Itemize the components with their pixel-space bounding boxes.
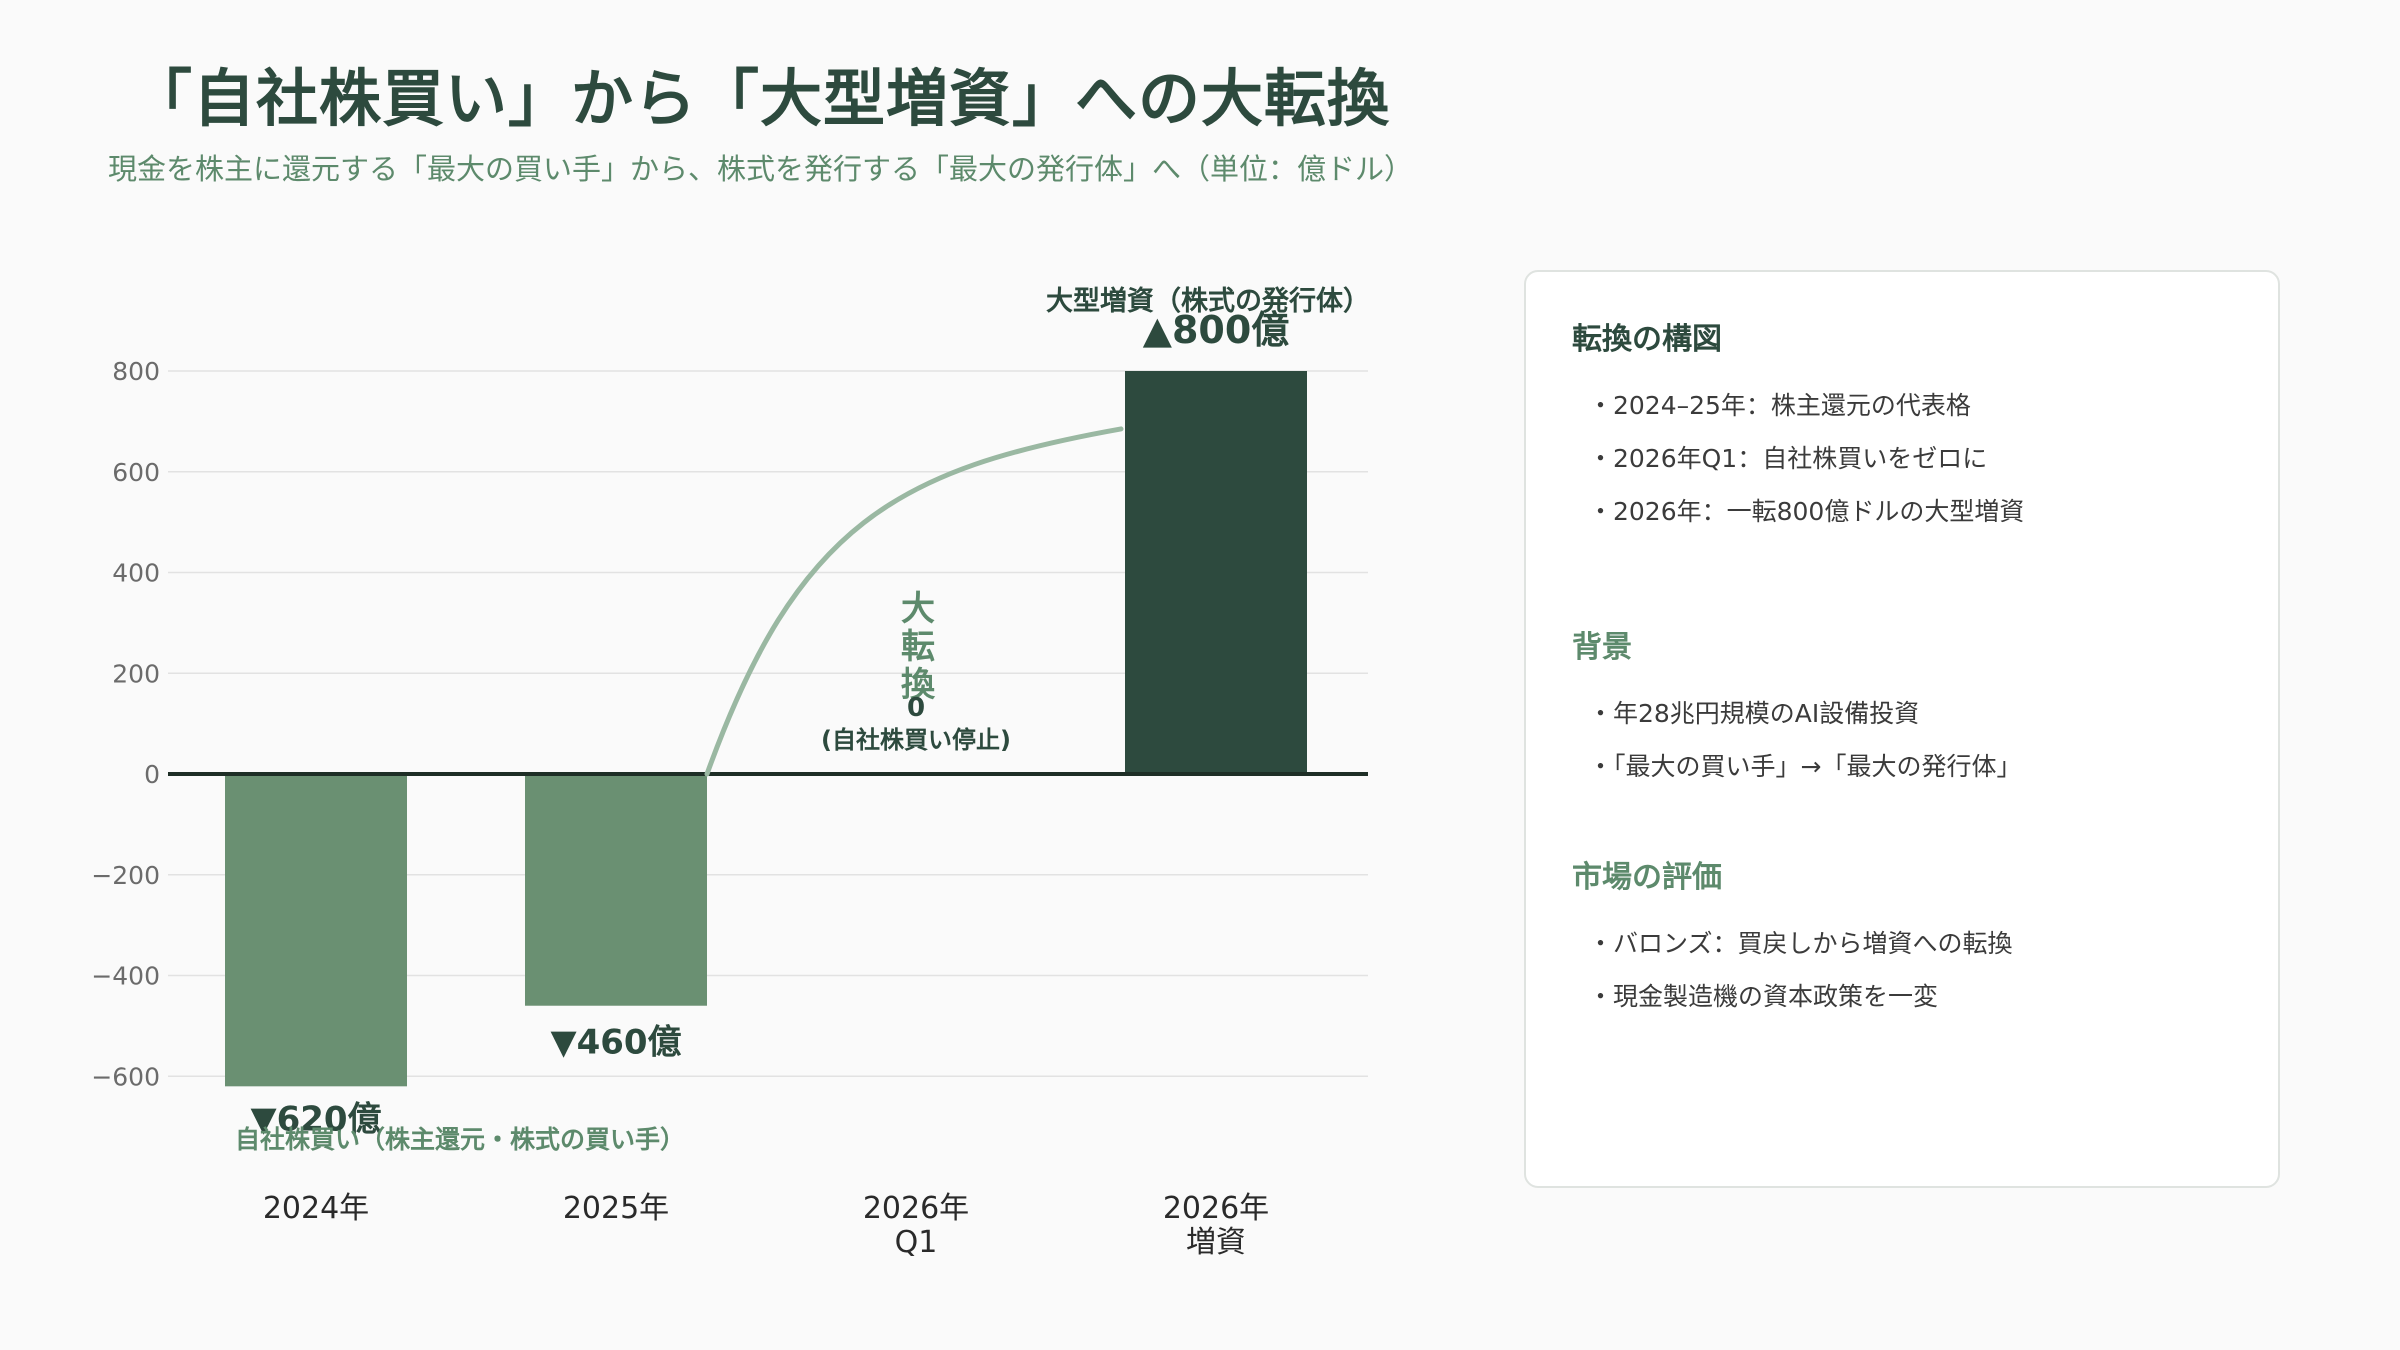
x-tick-label: 2024年 xyxy=(263,1191,369,1226)
summary-panel: 転換の構図 ・2024–25年：株主還元の代表格 ・2026年Q1：自社株買いを… xyxy=(1524,270,2280,1188)
y-tick-label: 800 xyxy=(112,357,160,386)
x-tick-label: 2026年 xyxy=(1163,1191,1269,1226)
x-tick-label: Q1 xyxy=(895,1225,938,1260)
x-tick-label: 2025年 xyxy=(563,1191,669,1226)
data-label: 0 xyxy=(907,693,925,723)
y-tick-label: −600 xyxy=(91,1062,160,1091)
data-label: ▼460億 xyxy=(550,1023,681,1063)
bar xyxy=(525,774,707,1006)
zero-caption: (自社株買い停止) xyxy=(821,726,1011,754)
transition-item-1: ・2024–25年：株主還元の代表格 xyxy=(1588,386,1971,422)
bar xyxy=(1125,371,1307,774)
section-heading-background: 背景 xyxy=(1572,622,1632,666)
background-item-2: ・「最大の買い手」→「最大の発行体」 xyxy=(1588,747,2021,783)
market-item-1: ・バロンズ：買戻しから増資への転換 xyxy=(1588,924,2013,960)
transition-item-3: ・2026年：一転800億ドルの大型増資 xyxy=(1588,492,2024,528)
bar xyxy=(225,774,407,1086)
y-tick-label: 400 xyxy=(112,559,160,588)
market-item-2: ・現金製造機の資本政策を一変 xyxy=(1588,977,1938,1013)
buyback-caption: 自社株買い（株主還元・株式の買い手） xyxy=(235,1125,685,1154)
y-tick-label: −200 xyxy=(91,861,160,890)
y-tick-label: 0 xyxy=(144,760,160,789)
y-tick-label: −400 xyxy=(91,962,160,991)
section-heading-market: 市場の評価 xyxy=(1572,852,1722,896)
transition-label-char: 転 xyxy=(901,627,935,667)
x-tick-label: 2026年 xyxy=(863,1191,969,1226)
background-item-1: ・年28兆円規模のAI設備投資 xyxy=(1588,694,1919,730)
y-tick-label: 600 xyxy=(112,458,160,487)
x-tick-label: 増資 xyxy=(1186,1225,1246,1260)
issuance-caption: 大型増資（株式の発行体） xyxy=(1046,285,1370,317)
transition-item-2: ・2026年Q1：自社株買いをゼロに xyxy=(1588,439,1987,475)
bar-chart: 8006004002000−200−400−600大転換▼620億▼460億0▲… xyxy=(0,0,1450,1350)
transition-label-char: 大 xyxy=(901,589,935,629)
y-tick-label: 200 xyxy=(112,659,160,688)
section-heading-transition: 転換の構図 xyxy=(1572,314,1722,358)
